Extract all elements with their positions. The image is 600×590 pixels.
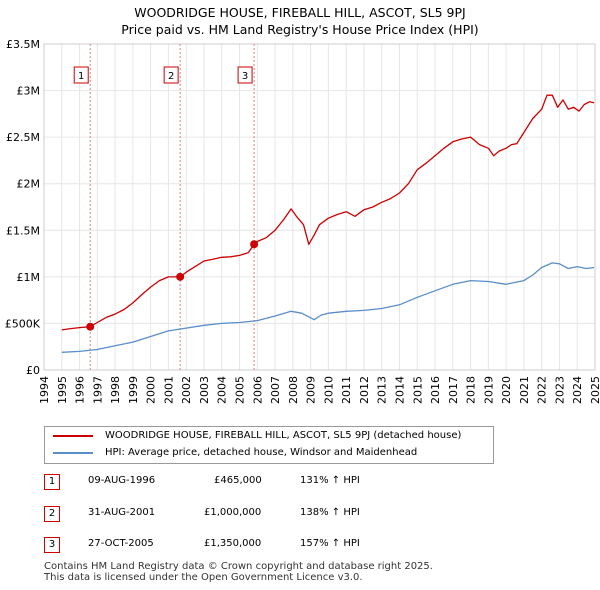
table-row: 3 27-OCT-2005 £1,350,000 157% ↑ HPI [44,537,444,557]
sale-1-box [73,66,89,84]
legend-swatch-hpi [53,452,93,454]
sale-marker-badge: 2 [44,506,60,522]
y-tick-label: £3M [17,85,41,98]
x-tick-label: 2011 [340,376,353,404]
x-tick-label: 2003 [198,376,211,404]
sale-2-box [163,66,179,84]
sale-1-label: 1 [78,71,84,82]
sale-date: 27-OCT-2005 [88,538,154,549]
legend-swatch-property [53,435,93,437]
x-tick-label: 2005 [234,376,247,404]
x-tick-label: 2014 [393,376,406,404]
x-tick-label: 2008 [287,376,300,404]
sale-1-point [86,322,95,331]
sale-marker-badge: 3 [44,537,60,553]
x-tick-label: 2000 [145,376,158,404]
table-row: 2 31-AUG-2001 £1,000,000 138% ↑ HPI [44,506,444,526]
footer-line-2: This data is licensed under the Open Gov… [44,572,363,583]
x-tick-label: 1994 [38,376,51,404]
x-tick-label: 2006 [251,376,264,404]
x-tick-label: 2022 [536,376,549,404]
y-tick-label: £0 [26,364,40,377]
x-tick-label: 2010 [322,376,335,404]
sale-3-point [250,240,259,249]
y-tick-label: £3.5M [6,38,40,51]
x-tick-label: 2025 [589,376,600,404]
x-tick-label: 2024 [571,376,584,404]
legend-label-property: WOODRIDGE HOUSE, FIREBALL HILL, ASCOT, S… [105,430,462,441]
title-line-2: Price paid vs. HM Land Registry's House … [121,22,479,37]
x-tick-label: 1996 [74,376,87,404]
x-tick-label: 1998 [109,376,122,404]
y-tick-label: £2.5M [6,131,40,144]
attribution-footer: Contains HM Land Registry data © Crown c… [44,561,433,583]
x-tick-label: 1999 [127,376,140,404]
plot-border [43,43,596,371]
sale-price: £1,350,000 [204,538,262,549]
sale-hpi-change: 131% ↑ HPI [300,475,360,486]
x-tick-label: 2016 [429,376,442,404]
x-tick-label: 1995 [56,376,69,404]
y-tick-label: £500K [5,317,41,330]
x-tick-label: 2007 [269,376,282,404]
x-tick-label: 2012 [358,376,371,404]
sale-hpi-change: 157% ↑ HPI [300,538,360,549]
sale-marker-badge: 1 [44,474,60,490]
sale-3-label: 3 [242,71,248,82]
x-tick-label: 2015 [411,376,424,404]
hpi-series-line [61,262,595,353]
y-tick-label: £1M [17,271,41,284]
chart-legend: WOODRIDGE HOUSE, FIREBALL HILL, ASCOT, S… [44,426,494,464]
sale-2-label: 2 [168,71,174,82]
x-tick-label: 2002 [180,376,193,404]
plot-area [44,44,595,370]
sale-2-point [176,272,185,281]
legend-label-hpi: HPI: Average price, detached house, Wind… [105,447,418,458]
property-series-line [61,94,595,331]
sale-price: £1,000,000 [204,507,262,518]
x-tick-label: 2020 [500,376,513,404]
x-tick-label: 2001 [162,376,175,404]
x-tick-label: 2004 [216,376,229,404]
table-row: 1 09-AUG-1996 £465,000 131% ↑ HPI [44,474,444,494]
price-chart: £0 £500K £1M £1.5M £2M £2.5M £3M £3.5M 1994 1995 1… [5,38,600,404]
x-tick-label: 2018 [465,376,478,404]
chart-title: WOODRIDGE HOUSE, FIREBALL HILL, ASCOT, S… [0,4,600,38]
x-tick-label: 1997 [91,376,104,404]
x-tick-label: 2013 [376,376,389,404]
sale-hpi-change: 138% ↑ HPI [300,507,360,518]
y-tick-label: £2M [17,178,41,191]
sale-price: £465,000 [214,475,262,486]
x-tick-label: 2021 [518,376,531,404]
footer-line-1: Contains HM Land Registry data © Crown c… [44,561,433,572]
x-tick-label: 2023 [553,376,566,404]
title-line-1: WOODRIDGE HOUSE, FIREBALL HILL, ASCOT, S… [134,5,466,20]
x-tick-label: 2017 [447,376,460,404]
y-tick-label: £1.5M [6,224,40,237]
x-tick-label: 2019 [482,376,495,404]
x-tick-label: 2009 [305,376,318,404]
sale-3-box [237,66,253,84]
sale-date: 31-AUG-2001 [88,507,156,518]
sale-date: 09-AUG-1996 [88,475,156,486]
